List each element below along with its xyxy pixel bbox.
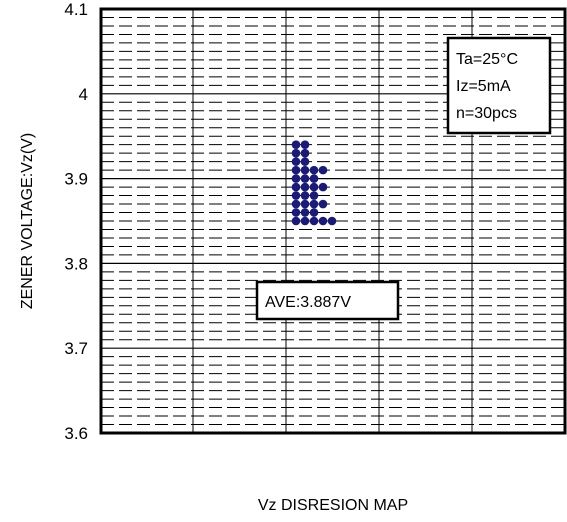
data-point <box>309 199 319 209</box>
y-axis-ticks: 3.6 3.7 3.8 3.9 4 4.1 <box>64 0 88 443</box>
data-point <box>309 208 319 217</box>
y-tick-label: 4.1 <box>64 0 88 19</box>
y-tick-label: 3.7 <box>64 339 88 358</box>
data-point <box>318 199 328 209</box>
data-point <box>300 208 310 217</box>
data-point <box>318 182 328 192</box>
data-point <box>300 191 310 200</box>
data-point <box>291 208 301 217</box>
data-point <box>291 165 301 175</box>
data-point <box>300 174 310 183</box>
data-point <box>291 157 301 166</box>
grid <box>101 9 565 433</box>
y-tick-label: 3.6 <box>64 424 88 443</box>
data-point <box>291 174 301 183</box>
y-axis-label: ZENER VOLTAGE:Vz(V) <box>19 133 36 309</box>
y-tick-label: 3.8 <box>64 254 88 273</box>
data-point <box>300 148 310 158</box>
data-point <box>300 216 310 226</box>
data-point <box>300 199 310 209</box>
average-box: AVE:3.887V <box>255 280 400 321</box>
data-point <box>300 182 310 192</box>
data-point <box>291 199 301 209</box>
average-label: AVE:3.887V <box>265 294 351 311</box>
y-tick-label: 4 <box>79 85 88 104</box>
condition-count: n=30pcs <box>456 105 517 122</box>
data-point <box>309 216 319 226</box>
data-point <box>309 182 319 192</box>
data-point <box>291 148 301 158</box>
data-point <box>327 216 337 226</box>
data-point <box>309 191 319 200</box>
data-point <box>300 165 310 175</box>
data-point <box>300 157 310 166</box>
data-point <box>291 191 301 200</box>
data-point <box>318 216 328 226</box>
data-points <box>291 140 337 226</box>
data-point <box>318 165 328 175</box>
data-point <box>291 216 301 226</box>
condition-current: Iz=5mA <box>456 78 511 95</box>
data-point <box>291 140 301 149</box>
data-point <box>309 165 319 175</box>
plot-frame <box>99 7 567 435</box>
data-point <box>309 174 319 183</box>
conditions-box: Ta=25°C Iz=5mA n=30pcs <box>446 36 552 135</box>
data-point <box>300 140 310 149</box>
x-axis-label: Vz DISRESION MAP <box>258 497 408 514</box>
data-point <box>291 182 301 192</box>
y-tick-label: 3.9 <box>64 170 88 189</box>
condition-temperature: Ta=25°C <box>456 51 518 68</box>
